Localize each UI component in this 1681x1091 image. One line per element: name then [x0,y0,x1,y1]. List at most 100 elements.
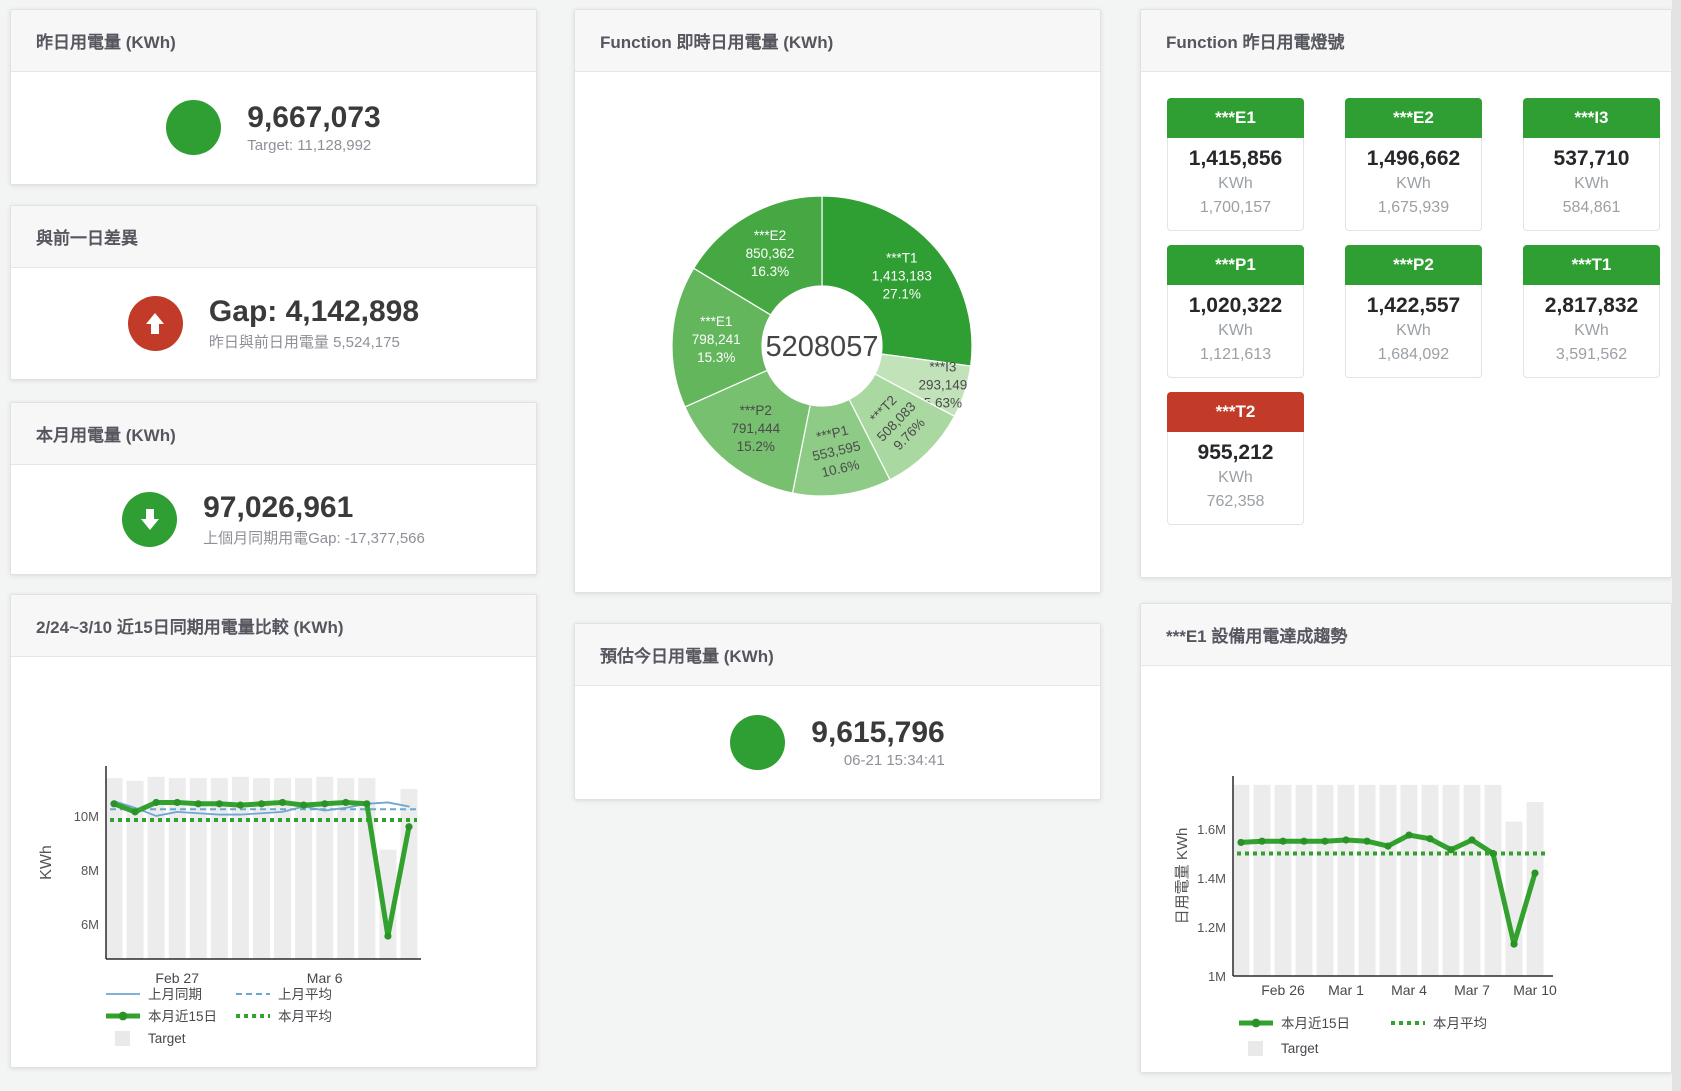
panel-compare-chart-header[interactable]: 2/24~3/10 近15日同期用電量比較 (KWh) [11,595,536,657]
estimate-timestamp: 06-21 15:34:41 [843,751,945,769]
svg-text:上月平均: 上月平均 [278,987,332,1002]
month-usage-value: 97,026,961 [203,490,354,524]
lamp-tile-unit: KWh [1574,175,1609,192]
lamp-tile-unit: KWh [1396,175,1431,192]
status-circle-green [166,100,222,155]
estimate-today-body: 9,615,796 06-21 15:34:41 [575,685,1100,799]
lamp-tile-label: ***E2 [1345,98,1482,138]
month-usage-gap: 上個月同期用電Gap: -17,377,566 [203,529,425,547]
svg-text:Mar 7: Mar 7 [1454,982,1490,998]
panel-lamp-status: Function 昨日用電燈號 ***E1 1,415,856 KWh 1,700,1… [1140,9,1672,578]
lamp-tile-label: ***T2 [1167,392,1304,432]
panel-lamp-status-header[interactable]: Function 昨日用電燈號 [1141,10,1671,72]
lamp-tile: ***E1 1,415,856 KWh 1,700,157 [1167,98,1304,231]
trend-chart-svg[interactable]: 1M 1.2M 1.4M 1.6M 日用電量 KWh Feb 26 Mar 1 Mar 4 Ma… [1141,665,1671,1072]
lamp-tile-label: ***E1 [1167,98,1304,138]
gap-prev-day-body: Gap: 4,142,898 昨日與前日用電量 5,524,175 [11,267,536,379]
gap-value: Gap: 4,142,898 [208,294,420,328]
panel-realtime-donut: Function 即時日用電量 (KWh) ***T1 1,413,183 27.1… [574,9,1101,593]
panel-title: ***E1 設備用電達成趨勢 [1166,627,1348,646]
svg-text:本月近15日: 本月近15日 [148,1009,217,1024]
panel-estimate-today: 預估今日用電量 (KWh) 9,615,796 06-21 15:34:41 [574,623,1101,800]
lamp-tile-target: 3,591,562 [1555,346,1628,363]
lamp-tile-value: 955,212 [1197,441,1274,464]
svg-text:Mar 4: Mar 4 [1391,982,1427,998]
status-circle-green [730,714,786,770]
realtime-donut-body: ***T1 1,413,183 27.1% ***I3 293,149 5.63% ***T… [575,71,1100,592]
arrow-down-circle-icon [122,491,178,547]
svg-text:Mar 1: Mar 1 [1328,982,1364,998]
panel-yesterday-usage-header[interactable]: 昨日用電量 (KWh) [11,10,536,72]
lamp-tile-unit: KWh [1218,469,1253,486]
lamp-tile-value: 1,020,322 [1188,294,1283,317]
e1-trend-body: 1M 1.2M 1.4M 1.6M 日用電量 KWh Feb 26 Mar 1 Mar 4 Ma… [1141,665,1671,1072]
svg-text:10M: 10M [74,809,99,824]
lamp-tile-unit: KWh [1218,322,1253,339]
svg-text:Target: Target [148,1031,186,1046]
svg-text:Mar 6: Mar 6 [307,970,343,986]
lamp-tile-value: 1,422,557 [1366,294,1461,317]
panel-title: 昨日用電量 (KWh) [36,33,176,52]
lamp-tile-value: 1,415,856 [1188,147,1283,170]
svg-text:6M: 6M [81,917,99,932]
lamp-tile-label: ***P2 [1345,245,1482,285]
panel-e1-trend-header[interactable]: ***E1 設備用電達成趨勢 [1141,604,1671,666]
svg-text:本月平均: 本月平均 [1433,1016,1487,1031]
lamp-tile-label: ***I3 [1523,98,1660,138]
yesterday-usage-value: 9,667,073 [247,101,381,134]
vertical-scrollbar[interactable] [1672,0,1681,1091]
lamp-tile: ***T2 955,212 KWh 762,358 [1167,392,1304,525]
estimate-value: 9,615,796 [811,715,945,749]
lamp-tile-target: 1,700,157 [1199,199,1272,216]
lamp-tile-label: ***T1 [1523,245,1660,285]
lamp-tile: ***P1 1,020,322 KWh 1,121,613 [1167,245,1304,378]
lamp-tile-target: 1,121,613 [1199,346,1272,363]
svg-text:Mar 10: Mar 10 [1513,982,1557,998]
donut-chart-svg[interactable]: ***T1 1,413,183 27.1%***I3 293,149 5.63%***T… [575,71,1100,592]
panel-gap-prev-day: 與前一日差異 Gap: 4,142,898 昨日與前日用電量 5,524,175 [10,205,537,380]
svg-text:1.4M: 1.4M [1197,871,1226,886]
lamp-tile: ***P2 1,422,557 KWh 1,684,092 [1345,245,1482,378]
lamp-tile-target: 1,675,939 [1377,199,1450,216]
svg-text:Feb 26: Feb 26 [1261,982,1305,998]
panel-gap-prev-day-header[interactable]: 與前一日差異 [11,206,536,268]
svg-text:上月同期: 上月同期 [148,987,202,1002]
panel-month-usage-header[interactable]: 本月用電量 (KWh) [11,403,536,465]
panel-compare-chart: 2/24~3/10 近15日同期用電量比較 (KWh) 6M 8M 10M KWh Fe… [10,594,537,1068]
lamp-tile-unit: KWh [1574,322,1609,339]
lamp-grid: ***E1 1,415,856 KWh 1,700,157 ***E2 1,496,662… [1167,71,1660,525]
panel-title: 2/24~3/10 近15日同期用電量比較 (KWh) [36,618,344,637]
yesterday-usage-target: Target: 11,128,992 [247,137,372,154]
lamp-tile-label: ***P1 [1167,245,1304,285]
lamp-tile: ***T1 2,817,832 KWh 3,591,562 [1523,245,1660,378]
yesterday-usage-body: 9,667,073 Target: 11,128,992 [11,71,536,184]
panel-estimate-today-header[interactable]: 預估今日用電量 (KWh) [575,624,1100,686]
compare-chart-body: 6M 8M 10M KWh Feb 27 Mar 6 上月同期 上月平均 本月近15日 本月平均 T… [11,656,536,1067]
panel-title: 預估今日用電量 (KWh) [600,647,774,666]
svg-text:1.6M: 1.6M [1197,822,1226,837]
panel-title: Function 昨日用電燈號 [1166,33,1345,52]
panel-title: 與前一日差異 [36,229,138,248]
svg-text:8M: 8M [81,863,99,878]
svg-text:Target: Target [1281,1041,1319,1056]
panel-month-usage: 本月用電量 (KWh) 97,026,961 上個月同期用電Gap: -17,3… [10,402,537,575]
arrow-up-circle-icon [127,295,183,351]
lamp-tile-target: 762,358 [1206,493,1265,510]
panel-realtime-donut-header[interactable]: Function 即時日用電量 (KWh) [575,10,1100,72]
svg-text:KWh: KWh [38,845,55,880]
month-usage-body: 97,026,961 上個月同期用電Gap: -17,377,566 [11,464,536,574]
svg-text:1.2M: 1.2M [1197,920,1226,935]
lamp-tile-target: 584,861 [1562,199,1621,216]
lamp-tile-value: 1,496,662 [1366,147,1461,170]
svg-text:本月平均: 本月平均 [278,1009,332,1024]
panel-title: 本月用電量 (KWh) [36,426,176,445]
lamp-tile-value: 2,817,832 [1544,294,1639,317]
svg-text:日用電量 KWh: 日用電量 KWh [1174,828,1191,925]
lamp-tile: ***I3 537,710 KWh 584,861 [1523,98,1660,231]
